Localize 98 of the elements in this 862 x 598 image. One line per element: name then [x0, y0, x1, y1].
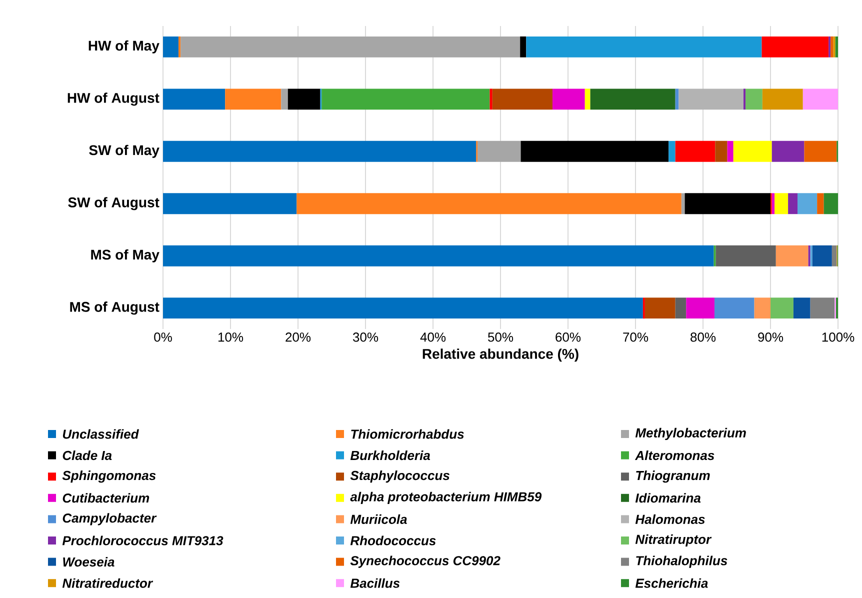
legend-label: Bacillus [350, 578, 400, 588]
legend-label: Nitratiruptor [635, 534, 712, 547]
legend-label: Methylobacterium [635, 428, 746, 440]
bar [772, 193, 775, 214]
x-axis-title: Relative abundance (%) [422, 348, 578, 362]
bar [684, 193, 771, 214]
bar [678, 88, 744, 110]
legend-label: Clade Ia [62, 450, 112, 460]
bar [322, 88, 490, 110]
bar [812, 245, 832, 266]
bar [832, 245, 837, 266]
bar [478, 140, 521, 162]
bar [492, 88, 552, 110]
bar [836, 298, 838, 319]
bar [798, 193, 818, 214]
bar [770, 298, 794, 319]
bar [675, 140, 716, 162]
bar [675, 298, 686, 319]
bar [727, 140, 734, 162]
bar [824, 193, 838, 214]
legend-label: Halomonas [635, 514, 705, 524]
legend-label: alpha proteobacterium HIMB59 [350, 492, 542, 504]
bar [776, 245, 808, 266]
x-tick-label: 80% [690, 332, 716, 342]
x-tick-label: 70% [623, 332, 648, 342]
bar [163, 36, 179, 58]
legend-label: Idiomarina [635, 493, 701, 503]
legend-label: Muriicola [350, 514, 407, 524]
legend-label: Escherichia [635, 578, 708, 588]
bar [835, 36, 838, 58]
bar [163, 298, 643, 319]
legend-label: Thiogranum [636, 470, 710, 483]
x-tick-label: 90% [758, 332, 784, 342]
bar [520, 140, 669, 162]
legend-label: Cutibacterium [62, 493, 150, 503]
y-tick-label: MS of August [70, 302, 160, 315]
legend-label: Sphingomonas [62, 470, 156, 483]
bar [490, 88, 492, 110]
bar [163, 88, 226, 110]
bar [804, 140, 837, 162]
bar [668, 140, 676, 162]
bar [163, 140, 476, 162]
bar [163, 245, 714, 266]
legend-label: Unclassified [62, 429, 140, 439]
y-tick-label: SW of May [89, 144, 160, 158]
x-tick-label: 50% [488, 332, 514, 342]
legend-label: Woeseia [63, 557, 114, 567]
bar [526, 36, 762, 58]
y-tick-label: MS of May [91, 249, 160, 262]
bar [180, 36, 520, 58]
bar [830, 36, 834, 58]
y-tick-label: HW of August [68, 92, 160, 106]
x-tick-label: 0% [154, 332, 172, 342]
x-tick-label: 20% [286, 332, 311, 342]
bar [644, 298, 676, 319]
x-tick-label: 60% [556, 332, 581, 342]
x-tick-label: 100% [822, 332, 854, 342]
bar [520, 36, 526, 58]
bar [716, 245, 776, 266]
bar [163, 193, 297, 214]
bar [714, 298, 754, 319]
y-tick-label: HW of May [88, 40, 160, 54]
bar [754, 298, 771, 319]
legend-label: Nitratireductor [62, 578, 154, 588]
bar [762, 36, 829, 58]
x-tick-label: 40% [420, 332, 446, 342]
legend-label: Thiomicrorhabdus [351, 429, 464, 439]
bar [817, 193, 824, 214]
bar [281, 88, 288, 110]
legend-label: Prochlorococcus MIT9313 [62, 536, 224, 546]
bar [715, 140, 728, 162]
y-tick-label: SW of August [68, 197, 160, 210]
bar [733, 140, 772, 162]
bar [802, 88, 838, 110]
legend-label: Burkholderia [350, 450, 430, 460]
x-tick-label: 10% [218, 332, 244, 342]
bar [584, 88, 590, 110]
x-tick-label: 30% [352, 332, 378, 342]
bar [762, 88, 803, 110]
legend-label: Staphylococcus [350, 470, 450, 483]
bar [681, 193, 685, 214]
bar [288, 88, 320, 110]
legend-label: Thiohalophilus [636, 556, 728, 568]
legend-label: Rhodococcus [350, 536, 436, 546]
bar [746, 88, 762, 110]
bar [590, 88, 676, 110]
bar [772, 140, 804, 162]
bar [225, 88, 282, 110]
bar [793, 298, 810, 319]
legend-label: Synechococcus CC9902 [350, 556, 500, 568]
bar [810, 298, 835, 319]
bar [686, 298, 714, 319]
legend-label: Alteromonas [634, 450, 714, 460]
bar [552, 88, 585, 110]
bar [296, 193, 682, 214]
bar [788, 193, 798, 214]
bar [774, 193, 788, 214]
legend-label: Campylobacter [62, 513, 157, 526]
